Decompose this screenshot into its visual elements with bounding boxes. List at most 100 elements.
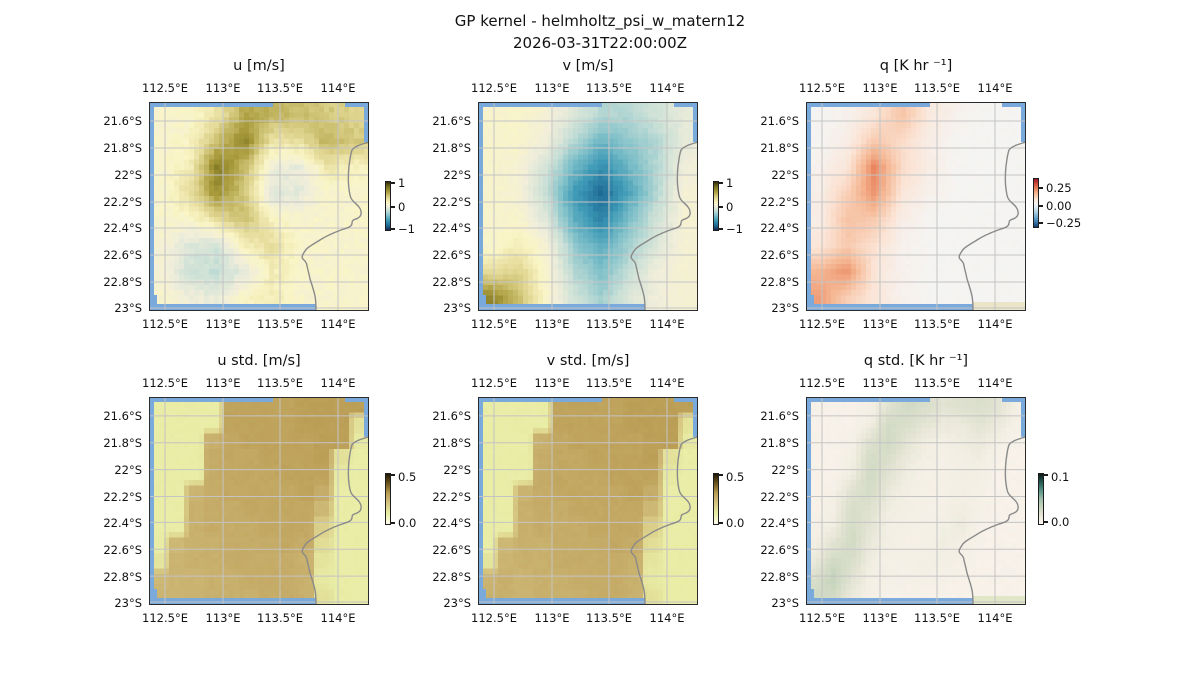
colorbar-strip (1033, 178, 1039, 228)
panel-title: u std. [m/s] (217, 353, 301, 369)
y-tick-label: 23°S (771, 596, 799, 610)
x-tick-label: 113.5°E (586, 376, 632, 390)
y-ticks-left: 21.6°S 21.8°S 22°S 22.2°S 22.4°S 22.6°S 22.8°S… (714, 102, 799, 315)
x-tick-label: 112.5°E (799, 376, 845, 390)
y-tick-label: 21.6°S (103, 114, 142, 128)
x-ticks-top: 112.5°E 113°E 113.5°E 114°E (471, 376, 698, 391)
y-tick-label: 22.4°S (103, 221, 142, 235)
heatmap-v (478, 102, 698, 311)
y-tick-label: 21.8°S (760, 141, 799, 155)
x-ticks-top: 112.5°E 113°E 113.5°E 114°E (142, 81, 369, 96)
panel-title: q std. [K hr ⁻¹] (863, 353, 969, 369)
land-patch (973, 596, 1026, 605)
x-tick-label: 113.5°E (257, 317, 303, 331)
x-tick-label: 113°E (205, 317, 241, 331)
x-tick-label: 114°E (649, 611, 685, 625)
y-tick-label: 22.2°S (432, 490, 471, 504)
x-tick-label: 114°E (977, 317, 1013, 331)
colorbar-tick-label: 0.25 (1046, 181, 1072, 195)
colorbar-strip (1038, 473, 1044, 525)
y-tick-label: 23°S (114, 596, 142, 610)
x-tick-label: 114°E (977, 81, 1013, 95)
y-tick-label: 21.6°S (760, 409, 799, 423)
colorbar-tick-label: 0.0 (726, 516, 745, 530)
x-tick-label: 112.5°E (142, 611, 188, 625)
heatmap-u (149, 102, 369, 311)
x-tick-label: 112.5°E (142, 376, 188, 390)
y-tick-label: 22.4°S (103, 516, 142, 530)
y-tick-label: 22.2°S (103, 195, 142, 209)
map-overlay (478, 102, 698, 311)
y-tick-label: 21.8°S (103, 141, 142, 155)
x-tick-label: 113°E (862, 611, 898, 625)
heatmap-q (806, 102, 1026, 311)
x-tick-label: 113.5°E (914, 317, 960, 331)
y-tick-label: 22.6°S (760, 248, 799, 262)
y-tick-label: 22°S (114, 168, 142, 182)
y-tick-label: 22.6°S (103, 248, 142, 262)
x-tick-label: 114°E (320, 317, 356, 331)
colorbar-tick-label: 0.0 (1051, 515, 1070, 529)
colorbar-tick-label: −0.25 (1046, 216, 1082, 230)
x-tick-label: 114°E (977, 611, 1013, 625)
x-tick-label: 113°E (534, 317, 570, 331)
y-tick-label: 23°S (443, 301, 471, 315)
colorbar-tick-label: 0.0 (398, 516, 417, 530)
y-tick-label: 22.8°S (103, 275, 142, 289)
colorbar-u: 1 0 −1 (385, 176, 455, 236)
panel-title: u [m/s] (233, 58, 285, 74)
colorbar-tick-label: 1 (398, 176, 406, 190)
y-tick-label: 21.6°S (432, 114, 471, 128)
y-tick-label: 22.6°S (103, 543, 142, 557)
x-tick-label: 113°E (534, 376, 570, 390)
colorbar-tick-label: 1 (726, 176, 734, 190)
y-tick-label: 21.6°S (432, 409, 471, 423)
panel-title: v [m/s] (562, 58, 614, 74)
x-tick-label: 113°E (862, 317, 898, 331)
x-tick-label: 113.5°E (257, 376, 303, 390)
y-tick-label: 22.4°S (432, 516, 471, 530)
x-tick-label: 114°E (320, 611, 356, 625)
x-tick-label: 112.5°E (142, 81, 188, 95)
y-tick-label: 23°S (114, 301, 142, 315)
x-ticks-bottom: 112.5°E 113°E 113.5°E 114°E (799, 317, 1026, 332)
x-tick-label: 112.5°E (799, 81, 845, 95)
panel-title: q [K hr ⁻¹] (879, 58, 953, 74)
y-tick-label: 22.6°S (432, 248, 471, 262)
x-tick-label: 113°E (205, 611, 241, 625)
y-tick-label: 21.8°S (432, 141, 471, 155)
heatmap-u-std (149, 397, 369, 605)
y-tick-label: 22.2°S (760, 195, 799, 209)
y-tick-label: 21.6°S (103, 409, 142, 423)
y-tick-label: 21.8°S (103, 436, 142, 450)
x-tick-label: 112.5°E (471, 611, 517, 625)
x-ticks-bottom: 112.5°E 113°E 113.5°E 114°E (799, 611, 1026, 626)
panel-u: u [m/s] 112.5°E 113°E 113.5°E 114°E 112.5°E… (103, 58, 415, 331)
x-ticks-bottom: 112.5°E 113°E 113.5°E 114°E (471, 611, 698, 626)
y-ticks-left: 21.6°S 21.8°S 22°S 22.2°S 22.4°S 22.6°S 22.8°S… (386, 102, 471, 315)
y-tick-label: 22.4°S (760, 221, 799, 235)
land-patch (973, 302, 1026, 311)
heatmap-q-std (806, 397, 1026, 605)
colorbar-strip (713, 473, 719, 525)
y-tick-label: 22.2°S (432, 195, 471, 209)
colorbar-tick-label: 0.5 (398, 470, 417, 484)
x-tick-label: 113°E (205, 376, 241, 390)
colorbar-q: 0.25 0.00 −0.25 (1033, 178, 1103, 230)
map-overlay (478, 397, 698, 605)
panel-u-std: u std. [m/s] 112.5°E 113°E 113.5°E 114°E 11… (103, 353, 416, 625)
x-tick-label: 112.5°E (142, 317, 188, 331)
x-ticks-bottom: 112.5°E 113°E 113.5°E 114°E (142, 611, 369, 626)
x-tick-label: 112.5°E (799, 317, 845, 331)
y-tick-label: 23°S (443, 596, 471, 610)
x-tick-label: 113°E (862, 376, 898, 390)
x-ticks-bottom: 112.5°E 113°E 113.5°E 114°E (471, 317, 698, 332)
heatmap-v-std (478, 397, 698, 605)
x-tick-label: 114°E (649, 317, 685, 331)
y-tick-label: 22.6°S (760, 543, 799, 557)
y-tick-label: 22°S (771, 463, 799, 477)
panel-v-std: v std. [m/s] 112.5°E 113°E 113.5°E 114°E 11… (432, 353, 744, 625)
y-tick-label: 21.6°S (760, 114, 799, 128)
y-tick-label: 22.2°S (103, 490, 142, 504)
